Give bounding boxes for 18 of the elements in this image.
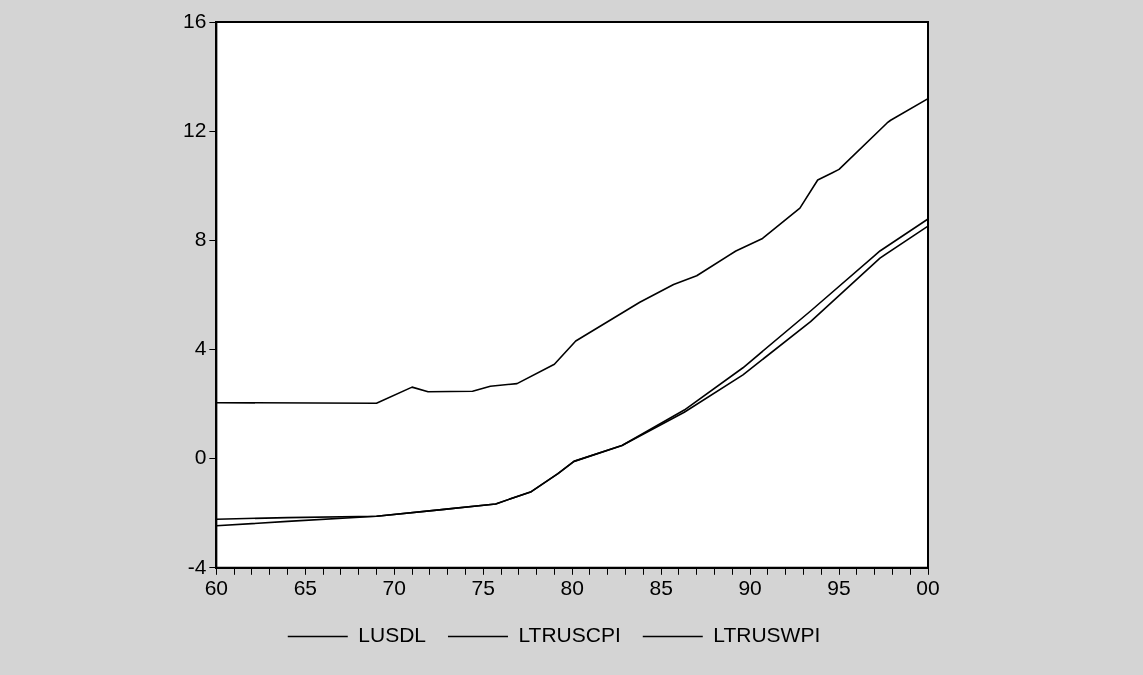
- x-tick-label: 00: [916, 576, 940, 600]
- x-tick-label: 65: [293, 576, 317, 600]
- x-tick-label: 90: [738, 576, 762, 600]
- x-tick-label: 75: [471, 576, 495, 600]
- legend-label: LTRUSCPI: [518, 623, 621, 647]
- x-tick-label: 80: [560, 576, 584, 600]
- legend-label: LTRUSWPI: [713, 623, 821, 647]
- x-tick-label: 70: [382, 576, 406, 600]
- y-tick-label: 8: [194, 227, 207, 251]
- x-tick-label: 60: [204, 576, 229, 600]
- x-tick-label: 95: [827, 576, 851, 600]
- y-tick-label: 16: [183, 8, 207, 32]
- y-tick-label: 4: [194, 336, 207, 360]
- y-tick-label: 0: [194, 445, 207, 469]
- y-tick-label: -4: [187, 554, 207, 578]
- y-tick-label: 12: [183, 117, 207, 141]
- x-tick-label: 85: [649, 576, 673, 600]
- legend-label: LUSDL: [358, 623, 426, 647]
